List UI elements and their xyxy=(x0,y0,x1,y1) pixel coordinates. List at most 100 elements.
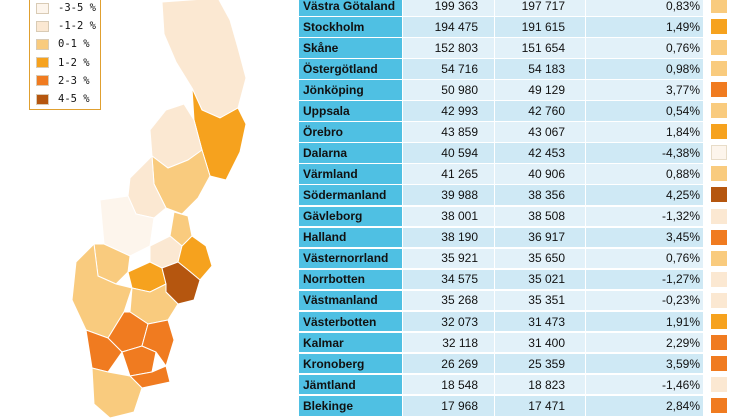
legend-swatch xyxy=(36,57,49,69)
county-name: Skåne xyxy=(299,38,402,58)
county-name: Östergötland xyxy=(299,59,402,79)
value-b: 17 471 xyxy=(495,395,585,416)
change-percent: 3,77% xyxy=(586,80,703,100)
map-region xyxy=(161,0,247,119)
change-percent: -1,46% xyxy=(586,374,703,395)
value-b: 54 183 xyxy=(495,59,585,79)
county-name: Västerbotten xyxy=(299,311,402,332)
value-b: 197 717 xyxy=(495,0,585,16)
value-a: 32 073 xyxy=(403,311,494,332)
change-color-swatch xyxy=(711,40,727,56)
change-percent: 0,88% xyxy=(586,164,703,184)
change-percent: 0,76% xyxy=(586,248,703,269)
county-name: Södermanland xyxy=(299,185,402,206)
change-color-swatch xyxy=(711,124,727,140)
map-region xyxy=(91,367,143,419)
table-row: Blekinge 17 968 17 471 2,84% xyxy=(299,395,746,416)
change-percent: 2,29% xyxy=(586,332,703,353)
change-percent: 0,76% xyxy=(586,38,703,58)
county-name: Halland xyxy=(299,227,402,248)
value-b: 43 067 xyxy=(495,122,585,142)
change-percent: 4,25% xyxy=(586,185,703,206)
change-color-swatch xyxy=(711,208,727,224)
change-color-swatch xyxy=(711,313,727,329)
table-row: Stockholm 194 475 191 615 1,49% xyxy=(299,17,746,37)
value-b: 42 760 xyxy=(495,101,585,121)
county-name: Uppsala xyxy=(299,101,402,121)
change-percent: 1,91% xyxy=(586,311,703,332)
county-name: Örebro xyxy=(299,122,402,142)
county-name: Västernorrland xyxy=(299,248,402,269)
change-color-swatch xyxy=(711,187,727,203)
value-b: 49 129 xyxy=(495,80,585,100)
change-percent: 2,84% xyxy=(586,395,703,416)
county-name: Värmland xyxy=(299,164,402,184)
value-a: 26 269 xyxy=(403,353,494,374)
table-row: Östergötland 54 716 54 183 0,98% xyxy=(299,59,746,79)
change-color-swatch xyxy=(711,271,727,287)
value-a: 18 548 xyxy=(403,374,494,395)
legend-item: 1-2 % xyxy=(36,54,90,72)
value-a: 35 268 xyxy=(403,290,494,311)
table-row: Dalarna 40 594 42 453 -4,38% xyxy=(299,143,746,163)
legend-label: -1-2 % xyxy=(58,20,96,33)
legend-item: -3-5 % xyxy=(36,0,96,17)
county-name: Kalmar xyxy=(299,332,402,353)
change-color-swatch xyxy=(711,19,727,35)
county-name: Gävleborg xyxy=(299,206,402,227)
value-a: 42 993 xyxy=(403,101,494,121)
value-b: 38 508 xyxy=(495,206,585,227)
change-percent: 0,83% xyxy=(586,0,703,16)
value-b: 191 615 xyxy=(495,17,585,37)
value-b: 35 021 xyxy=(495,269,585,290)
change-color-swatch xyxy=(711,355,727,371)
value-a: 43 859 xyxy=(403,122,494,142)
change-color-swatch xyxy=(711,145,727,161)
value-a: 194 475 xyxy=(403,17,494,37)
table-row: Norrbotten 34 575 35 021 -1,27% xyxy=(299,269,746,290)
change-color-swatch xyxy=(711,334,727,350)
legend-swatch xyxy=(36,75,49,87)
value-b: 42 453 xyxy=(495,143,585,163)
value-a: 54 716 xyxy=(403,59,494,79)
value-b: 151 654 xyxy=(495,38,585,58)
value-b: 36 917 xyxy=(495,227,585,248)
change-percent: 0,98% xyxy=(586,59,703,79)
map-region xyxy=(71,242,133,339)
value-a: 38 190 xyxy=(403,227,494,248)
value-b: 31 400 xyxy=(495,332,585,353)
county-name: Dalarna xyxy=(299,143,402,163)
table-row: Västmanland 35 268 35 351 -0,23% xyxy=(299,290,746,311)
value-a: 40 594 xyxy=(403,143,494,163)
table-row: Södermanland 39 988 38 356 4,25% xyxy=(299,185,746,206)
change-percent: 1,49% xyxy=(586,17,703,37)
county-table: Västra Götaland 199 363 197 717 0,83% Stockh… xyxy=(299,0,746,419)
legend-item: -1-2 % xyxy=(36,17,96,35)
table-row: Jönköping 50 980 49 129 3,77% xyxy=(299,80,746,100)
table-row: Västra Götaland 199 363 197 717 0,83% xyxy=(299,0,746,16)
legend-swatch xyxy=(36,2,49,14)
table-row: Uppsala 42 993 42 760 0,54% xyxy=(299,101,746,121)
table-row: Västernorrland 35 921 35 650 0,76% xyxy=(299,248,746,269)
value-a: 32 118 xyxy=(403,332,494,353)
table-row: Kalmar 32 118 31 400 2,29% xyxy=(299,332,746,353)
table-row: Västerbotten 32 073 31 473 1,91% xyxy=(299,311,746,332)
legend-label: 0-1 % xyxy=(58,38,90,51)
value-a: 34 575 xyxy=(403,269,494,290)
legend-swatch xyxy=(36,20,49,32)
value-a: 38 001 xyxy=(403,206,494,227)
table-row: Värmland 41 265 40 906 0,88% xyxy=(299,164,746,184)
change-percent: 3,45% xyxy=(586,227,703,248)
change-color-swatch xyxy=(711,250,727,266)
table-row: Halland 38 190 36 917 3,45% xyxy=(299,227,746,248)
legend-label: 1-2 % xyxy=(58,56,90,69)
value-b: 35 351 xyxy=(495,290,585,311)
county-name: Norrbotten xyxy=(299,269,402,290)
value-b: 18 823 xyxy=(495,374,585,395)
legend-label: 2-3 % xyxy=(58,74,90,87)
change-color-swatch xyxy=(711,166,727,182)
change-color-swatch xyxy=(711,397,727,413)
value-a: 199 363 xyxy=(403,0,494,16)
change-color-swatch xyxy=(711,61,727,77)
value-b: 38 356 xyxy=(495,185,585,206)
